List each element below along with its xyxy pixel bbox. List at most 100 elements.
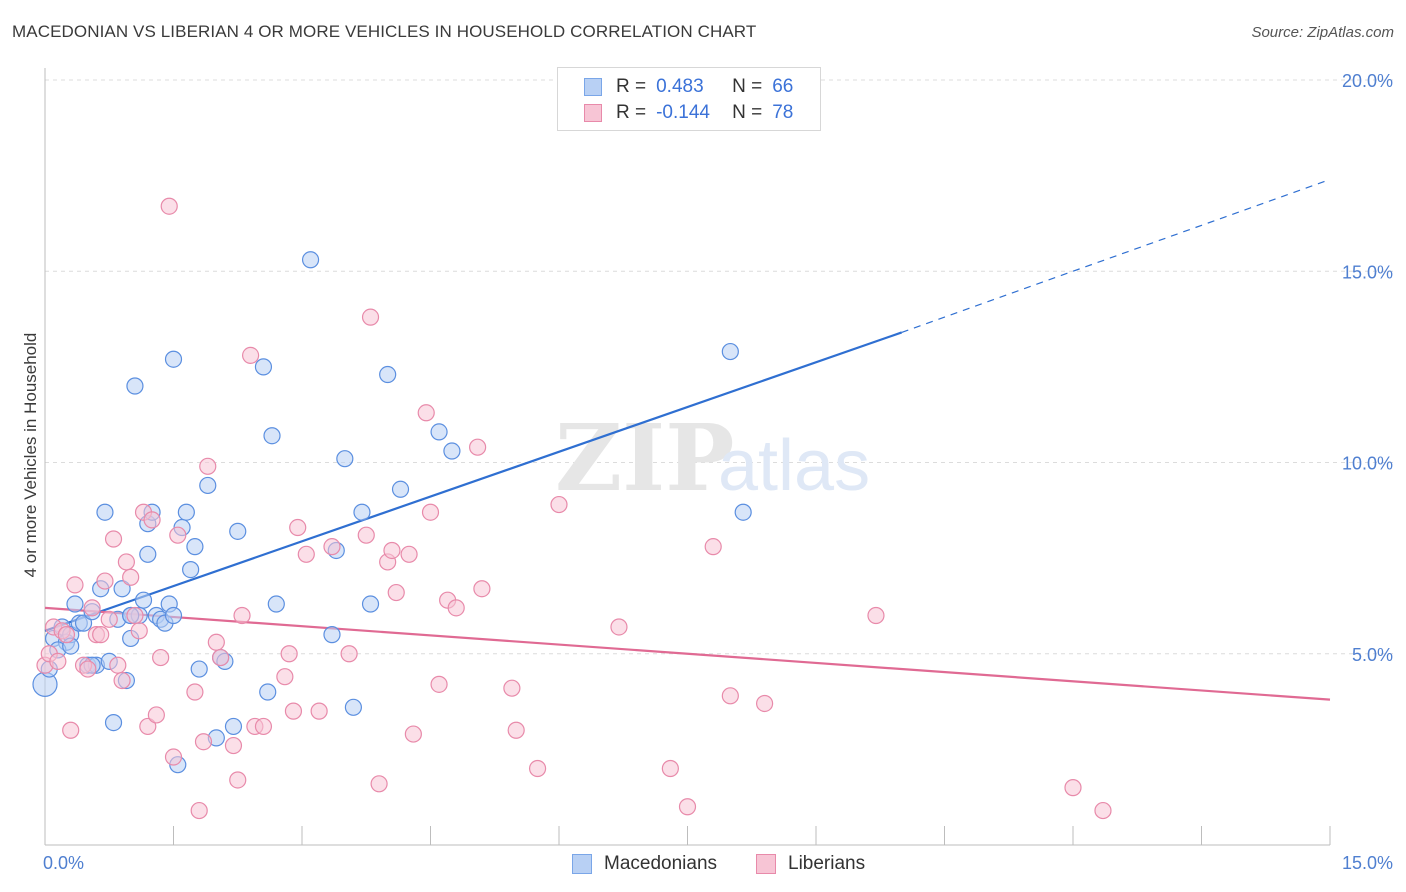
point-macedonians <box>190 660 208 678</box>
point-macedonians <box>186 538 204 556</box>
point-liberians <box>383 541 401 560</box>
point-macedonians <box>177 503 195 521</box>
point-macedonians <box>164 350 183 368</box>
y-tick-label: 15.0% <box>1342 262 1393 282</box>
point-macedonians <box>164 606 183 625</box>
legend-n-label: N = <box>732 102 763 123</box>
point-macedonians <box>323 626 341 644</box>
trend-line-macedonians-extension <box>901 178 1331 334</box>
y-tick-label: 10.0% <box>1342 454 1393 474</box>
point-macedonians <box>126 377 144 395</box>
point-liberians <box>212 648 230 667</box>
point-liberians <box>117 553 135 571</box>
watermark-atlas: atlas <box>718 426 870 506</box>
point-macedonians <box>430 423 448 441</box>
data-points <box>32 197 1112 820</box>
point-liberians <box>323 538 341 556</box>
point-liberians <box>199 457 217 475</box>
point-liberians <box>254 717 273 736</box>
point-macedonians <box>301 251 320 269</box>
point-macedonians <box>379 365 397 384</box>
tick-labels: 5.0% 10.0% 15.0% 20.0% 0.0% 15.0% <box>43 71 1393 873</box>
bottom-legend-label-macedonians: Macedonians <box>604 853 718 874</box>
point-liberians <box>421 503 440 521</box>
point-macedonians <box>344 698 362 716</box>
point-liberians <box>357 526 375 544</box>
trend-line-macedonians <box>44 331 903 632</box>
point-liberians <box>284 702 303 720</box>
point-liberians <box>152 648 170 667</box>
point-liberians <box>528 759 547 778</box>
point-macedonians <box>96 503 114 521</box>
point-macedonians <box>336 450 354 468</box>
point-liberians <box>139 717 157 736</box>
legend-row-liberians: R = -0.144 N = 78 <box>584 101 793 125</box>
legend-r-value: -0.144 <box>656 102 710 123</box>
point-liberians <box>755 694 774 713</box>
point-liberians <box>276 668 294 686</box>
y-tick-label: 20.0% <box>1342 71 1393 91</box>
trend-lines <box>44 178 1331 701</box>
point-liberians <box>721 687 739 705</box>
point-liberians <box>361 308 380 326</box>
x-tick-label: 0.0% <box>43 853 84 873</box>
point-macedonians <box>391 480 410 498</box>
point-liberians <box>469 438 487 456</box>
point-liberians <box>473 580 491 598</box>
point-liberians <box>224 736 243 755</box>
point-liberians <box>122 568 140 586</box>
point-liberians <box>83 599 101 617</box>
point-liberians <box>194 733 213 751</box>
point-liberians <box>297 545 315 563</box>
point-liberians <box>190 801 208 820</box>
trend-line-liberians <box>44 606 1331 701</box>
point-liberians <box>104 530 123 548</box>
legend-swatch-macedonians <box>584 78 602 96</box>
point-macedonians <box>199 476 217 495</box>
point-liberians <box>160 197 178 215</box>
point-liberians <box>62 721 80 739</box>
point-macedonians <box>263 427 281 445</box>
point-liberians <box>447 599 465 617</box>
point-liberians <box>340 645 358 663</box>
point-macedonians <box>254 358 273 376</box>
point-macedonians <box>259 683 277 701</box>
point-liberians <box>310 702 328 720</box>
point-liberians <box>66 576 84 594</box>
point-macedonians <box>224 717 243 736</box>
point-macedonians <box>182 560 200 579</box>
point-liberians <box>661 759 679 778</box>
correlation-legend: R = 0.483 N = 66 R = -0.144 N = 78 <box>557 67 821 131</box>
point-macedonians <box>734 503 752 521</box>
point-liberians <box>143 511 161 529</box>
point-liberians <box>404 725 422 743</box>
point-liberians <box>550 495 568 514</box>
point-liberians <box>126 606 144 625</box>
point-macedonians <box>113 580 131 598</box>
point-liberians <box>1064 779 1082 797</box>
watermark-zip: ZIP <box>555 404 734 512</box>
legend-n-value: 66 <box>772 76 794 97</box>
bottom-legend-swatch-macedonians <box>572 854 592 874</box>
point-macedonians <box>229 522 247 540</box>
point-liberians <box>678 798 697 816</box>
point-macedonians <box>134 591 153 609</box>
point-liberians <box>417 404 435 422</box>
point-liberians <box>207 633 225 651</box>
point-liberians <box>186 683 204 701</box>
point-liberians <box>130 622 148 640</box>
point-macedonians <box>139 545 157 563</box>
point-macedonians <box>104 713 123 732</box>
x-tick-label: 15.0% <box>1342 853 1393 873</box>
point-liberians <box>507 721 525 739</box>
y-tick-label: 5.0% <box>1352 645 1393 665</box>
point-liberians <box>704 538 722 556</box>
point-liberians <box>164 748 183 766</box>
point-liberians <box>1094 801 1112 820</box>
point-liberians <box>610 618 628 636</box>
point-macedonians <box>443 442 461 460</box>
point-liberians <box>57 626 76 644</box>
point-liberians <box>289 518 307 537</box>
point-macedonians <box>721 342 739 361</box>
